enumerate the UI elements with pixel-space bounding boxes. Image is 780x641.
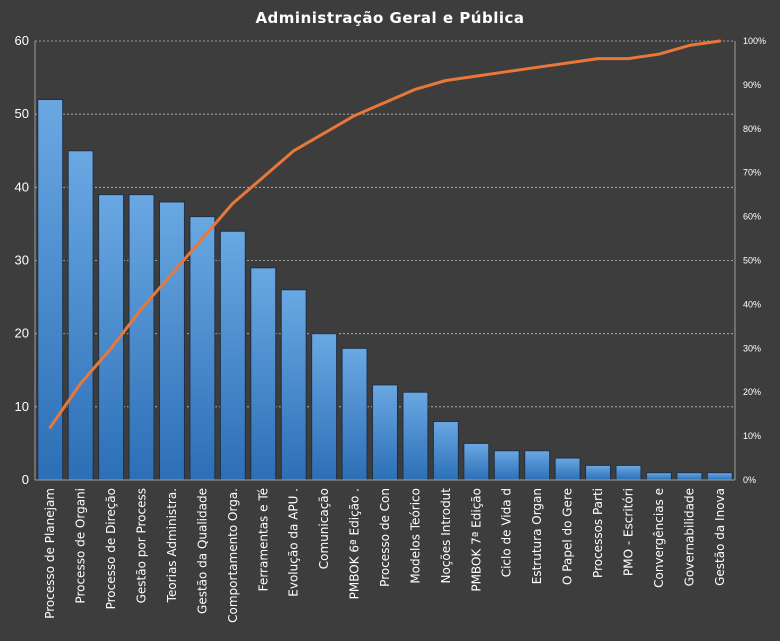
y-tick-label-left: 30: [15, 253, 29, 268]
cumulative-percent-line: [48, 39, 722, 429]
bar: [463, 442, 490, 481]
bar: [432, 420, 459, 481]
x-tick-label: Gestão da Inova: [713, 488, 727, 586]
x-tick-label: Processo de Direção: [104, 488, 118, 609]
y-tick-label-right: 30%: [743, 343, 761, 353]
y-tick-label-right: 100%: [743, 36, 766, 46]
bar: [311, 333, 338, 481]
bar: [128, 194, 155, 481]
bar: [493, 450, 520, 481]
y-tick-label-right: 50%: [743, 256, 761, 266]
bar: [402, 391, 429, 481]
x-tick-label: Evolução da APU .: [287, 488, 301, 597]
cumulative-line: [48, 39, 722, 429]
bar: [615, 464, 642, 481]
x-tick-label: PMBOK 7ª Edição: [469, 488, 483, 592]
bars: [37, 99, 733, 481]
bar: [554, 457, 581, 481]
bar: [37, 99, 64, 481]
bar: [524, 450, 551, 481]
x-tick-label: Gestão por Process: [135, 488, 149, 603]
y-tick-label-right: 80%: [743, 124, 761, 134]
left-y-axis: 0 10 20 30 40 50 60: [15, 33, 36, 487]
chart-title: Administração Geral e Pública: [255, 9, 524, 27]
bar: [645, 472, 672, 481]
y-tick-label-right: 70%: [743, 168, 761, 178]
bar: [280, 289, 307, 481]
x-tick-label: Processos Parti: [591, 488, 605, 578]
x-tick-label: Governabilidade: [682, 488, 696, 586]
y-tick-label-left: 10: [15, 399, 29, 414]
bar: [158, 201, 185, 481]
bar: [676, 472, 703, 481]
x-tick-label: Estrutura Organ: [530, 488, 544, 584]
bar: [67, 150, 94, 481]
y-tick-label-right: 0%: [743, 475, 756, 485]
x-tick-label: Noções Introdut: [439, 488, 453, 584]
bar: [250, 267, 277, 481]
x-tick-label: Modelos Teórico: [408, 488, 422, 584]
x-tick-label: O Papel do Gere: [561, 488, 575, 585]
x-tick-label: PMO - Escritóri: [621, 488, 635, 576]
x-tick-label: Processo de Con: [378, 488, 392, 587]
bar: [585, 464, 612, 481]
x-tick-label: Comportamento Orga.: [226, 488, 240, 623]
y-tick-label-right: 20%: [743, 387, 761, 397]
y-tick-label-left: 60: [15, 33, 29, 48]
y-tick-label-right: 60%: [743, 212, 761, 222]
y-tick-label-left: 50: [15, 106, 29, 121]
x-tick-label: Convergências e: [652, 488, 666, 588]
y-tick-label-right: 10%: [743, 431, 761, 441]
x-tick-label: Teorias Administra.: [165, 488, 179, 603]
x-tick-label: Ciclo de Vida d: [500, 488, 514, 577]
x-tick-label: Processo de Organi: [74, 488, 88, 604]
bar: [219, 230, 246, 481]
y-tick-label-left: 40: [15, 179, 29, 194]
right-y-axis: 0% 10% 20% 30% 40% 50% 60% 70% 80% 90% 100%: [734, 36, 766, 485]
y-tick-label-left: 20: [15, 326, 29, 341]
x-tick-label: Gestão da Qualidade: [195, 488, 209, 614]
x-tick-label: Comunicação: [317, 488, 331, 569]
bar: [189, 216, 216, 481]
bar: [341, 347, 368, 481]
y-tick-label-left: 0: [22, 472, 29, 487]
x-tick-label: PMBOK 6ª Edição .: [348, 488, 362, 599]
bar: [372, 384, 398, 481]
x-tick-label: Ferramentas e Té: [256, 488, 270, 591]
y-tick-label-right: 90%: [743, 80, 761, 90]
bar: [706, 472, 733, 481]
x-axis: Processo de Planejam Processo de Organi Pr…: [35, 479, 735, 623]
y-tick-label-right: 40%: [743, 299, 761, 309]
x-tick-label: Processo de Planejam: [43, 488, 57, 619]
